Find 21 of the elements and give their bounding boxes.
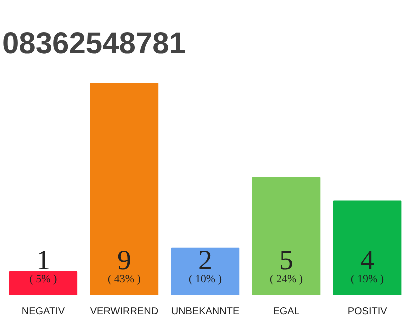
bar bbox=[333, 200, 402, 296]
data-label: 9 bbox=[117, 246, 132, 276]
bar bbox=[90, 84, 159, 296]
data-label: 4 bbox=[360, 246, 375, 276]
x-tick-label: NEGATIV bbox=[22, 306, 66, 318]
bar bbox=[171, 248, 240, 296]
x-tick-label: VERWIRREND bbox=[90, 306, 159, 318]
annotation: ( 43% ) bbox=[108, 274, 142, 286]
x-tick-label: EGAL bbox=[273, 306, 300, 318]
data-label: 1 bbox=[36, 246, 50, 276]
data-label: 2 bbox=[198, 246, 212, 276]
annotation: ( 10% ) bbox=[189, 274, 222, 286]
x-tick-label: UNBEKANNTE bbox=[171, 306, 240, 318]
chart-title: 08362548781 bbox=[2, 28, 186, 60]
x-tick-label: POSITIV bbox=[348, 306, 388, 318]
bar bbox=[9, 271, 78, 296]
data-label: 5 bbox=[280, 246, 294, 276]
bar bbox=[252, 177, 321, 296]
annotation: ( 5% ) bbox=[30, 274, 58, 286]
annotation: ( 24% ) bbox=[270, 274, 304, 286]
annotation: ( 19% ) bbox=[351, 274, 384, 286]
